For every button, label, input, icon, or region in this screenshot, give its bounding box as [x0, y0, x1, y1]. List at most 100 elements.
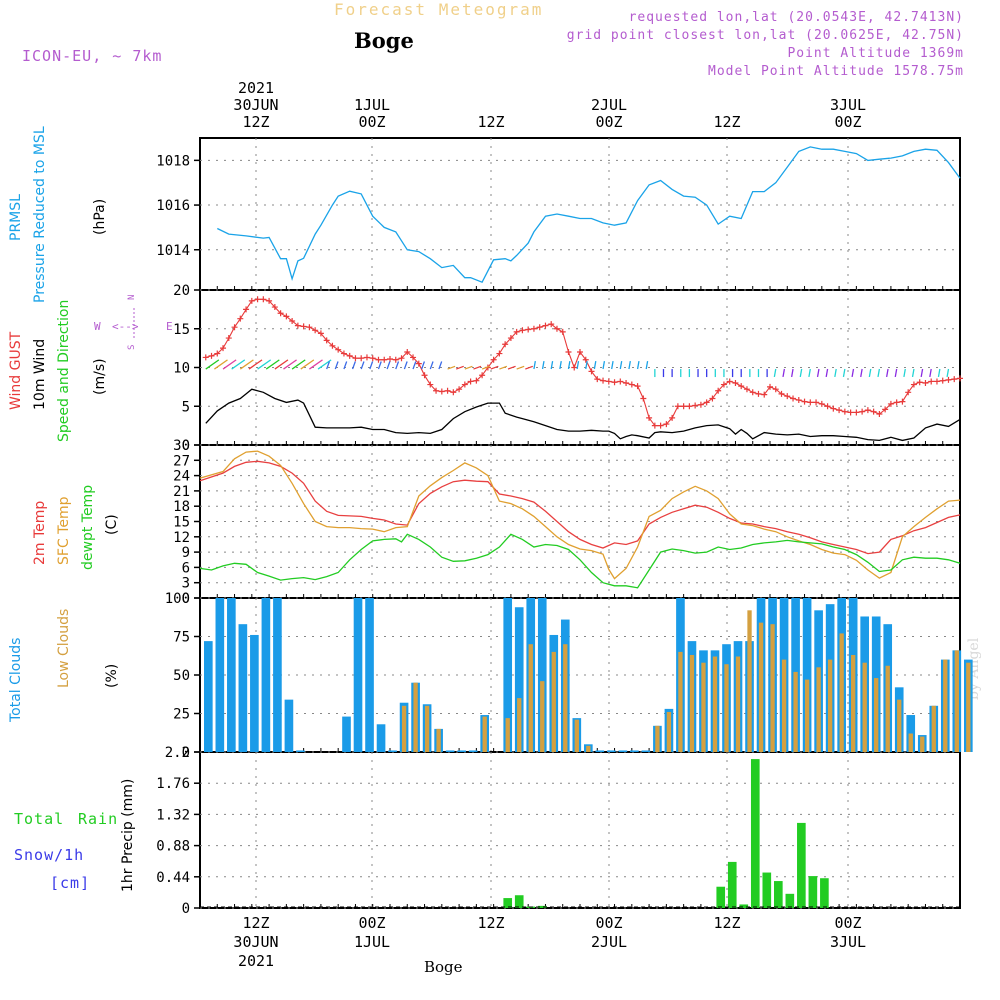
ytick-label-clouds: 25 [173, 707, 190, 723]
wind-arrow [351, 361, 356, 370]
top-hour-label: 00Z [358, 113, 385, 131]
gust-marker [588, 368, 595, 375]
gust-marker [243, 306, 250, 313]
low-cloud-bar [931, 705, 936, 752]
gust-marker [916, 379, 923, 386]
gust-marker [248, 297, 255, 304]
gust-marker [910, 381, 917, 388]
wind-arrow [808, 368, 811, 378]
wind-arrow [377, 361, 382, 370]
wind-arrow [412, 361, 417, 370]
gust-marker [415, 360, 422, 367]
gust-marker [294, 322, 301, 329]
gust-marker [795, 397, 802, 404]
wind-arrow [628, 361, 631, 370]
gust-marker [507, 335, 514, 342]
precip-bar [727, 861, 737, 908]
model-altitude: Model Point Altitude 1578.75m [708, 64, 964, 79]
ytick-label-temperature: 0 [182, 591, 190, 607]
precip-bar [797, 822, 806, 908]
wind-arrow [490, 365, 499, 370]
wind-arrow [886, 368, 889, 378]
gust-marker [922, 380, 929, 386]
precip-bar [750, 759, 760, 908]
total-cloud-bar [630, 750, 639, 752]
gust-marker [928, 378, 935, 385]
gust-marker [939, 377, 946, 384]
low-cloud-bar [678, 651, 683, 752]
low-cloud-bar [781, 659, 787, 752]
ytick-label-temperature: 30 [173, 438, 190, 454]
ytick-label-temperature: 12 [173, 530, 190, 546]
compass-legend: N S W E <--> [94, 295, 173, 350]
wind-arrow [851, 368, 855, 378]
wind-arrow [214, 359, 228, 370]
gust-marker [640, 395, 647, 402]
wind-arrow [791, 368, 794, 378]
wind-arrow [309, 359, 323, 370]
gust-marker [623, 380, 630, 386]
compass-arrows: <--> [112, 320, 139, 333]
gust-marker [686, 403, 693, 410]
gust-marker [605, 378, 612, 385]
low-cloud-bar [424, 705, 430, 752]
low-cloud-bar [689, 654, 695, 752]
total-cloud-bar [641, 750, 651, 752]
total-cloud-bar [227, 598, 236, 752]
gust-marker [720, 381, 727, 388]
total-cloud-bar [273, 598, 282, 752]
low-cloud-bar [804, 679, 810, 752]
snow-unit-label: [cm] [50, 874, 91, 892]
grid-coords: grid point closest lon,lat (20.0625E, 42… [566, 28, 964, 43]
low-cloud-bar [908, 733, 913, 752]
total-cloud-bar [503, 598, 513, 752]
low-cloud-bar [701, 662, 706, 752]
gust-marker [957, 375, 963, 382]
point-altitude: Point Altitude 1369m [787, 46, 964, 61]
gust-marker [951, 376, 958, 383]
low-cloud-bar [897, 699, 902, 752]
ytick-label-temperature: 9 [182, 545, 190, 561]
precip-bar [785, 893, 795, 908]
precip-bar [762, 872, 772, 908]
gust-marker [392, 356, 399, 363]
total-cloud-bar [445, 750, 455, 752]
wind-arrow [799, 368, 803, 378]
total-cloud-bar [802, 598, 812, 752]
compass-w: W [94, 320, 101, 333]
ytick-label-pressure: 1018 [156, 153, 190, 169]
ytick-label-clouds: 0 [182, 745, 190, 761]
ytick-label-temperature: 15 [173, 515, 190, 531]
gust-marker [893, 399, 900, 406]
gust-marker [266, 297, 273, 304]
wind-arrow [602, 361, 606, 370]
ytick-label-pressure: 1014 [156, 243, 190, 259]
gust-marker [375, 356, 382, 363]
wind-arrow [447, 365, 456, 370]
low-cloud-bar [793, 671, 798, 752]
gust-marker [801, 398, 808, 405]
ytick-label-precip: 0.88 [156, 839, 190, 855]
ytick-label-precip: 2.2 [165, 745, 190, 761]
wind-arrow [507, 365, 516, 370]
wind-arrow [395, 361, 400, 370]
low-cloud-bar [839, 633, 844, 752]
total-cloud-bar [457, 750, 466, 752]
gust-marker [329, 342, 336, 349]
low-cloud-bar [712, 656, 718, 752]
gust-marker [231, 324, 238, 331]
gust-marker [680, 403, 687, 410]
gust-marker [530, 325, 537, 332]
gust-marker [761, 391, 768, 398]
bottom-hour-label: 00Z [595, 914, 622, 932]
total-cloud-bar [376, 724, 386, 752]
low-cloud-bar [862, 662, 867, 752]
low-cloud-bar [482, 716, 487, 752]
gust-marker [433, 387, 440, 394]
bottom-date-label: 30JUN [233, 933, 278, 951]
gust-marker [784, 393, 791, 400]
gust-marker [277, 310, 284, 317]
ytick-label-temperature: 3 [182, 576, 190, 592]
low-cloud-bar [851, 654, 856, 752]
precip-bar [537, 905, 547, 908]
